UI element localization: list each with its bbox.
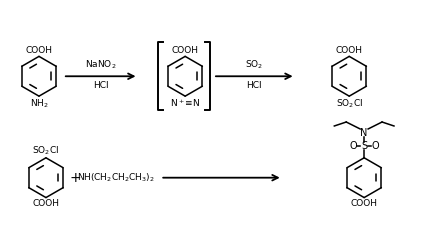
Text: COOH: COOH — [351, 199, 377, 208]
Text: +: + — [70, 171, 82, 185]
Text: S: S — [361, 141, 367, 151]
Text: SO$_2$Cl: SO$_2$Cl — [33, 144, 59, 157]
Text: COOH: COOH — [336, 46, 363, 55]
Text: NaNO$_2$: NaNO$_2$ — [85, 59, 116, 71]
Text: N: N — [360, 128, 368, 138]
Text: HCl: HCl — [93, 81, 108, 90]
Text: N$^+$≡N: N$^+$≡N — [170, 97, 200, 109]
Text: NH$_2$: NH$_2$ — [30, 97, 48, 110]
Text: NH(CH$_2$CH$_2$CH$_3$)$_2$: NH(CH$_2$CH$_2$CH$_3$)$_2$ — [77, 171, 155, 184]
Text: O: O — [371, 141, 379, 151]
Text: HCl: HCl — [247, 81, 262, 90]
Text: O: O — [349, 141, 357, 151]
Text: SO$_2$Cl: SO$_2$Cl — [336, 97, 363, 110]
Text: COOH: COOH — [33, 199, 59, 208]
Text: COOH: COOH — [26, 46, 53, 55]
Text: COOH: COOH — [172, 46, 199, 55]
Text: SO$_2$: SO$_2$ — [245, 59, 263, 71]
